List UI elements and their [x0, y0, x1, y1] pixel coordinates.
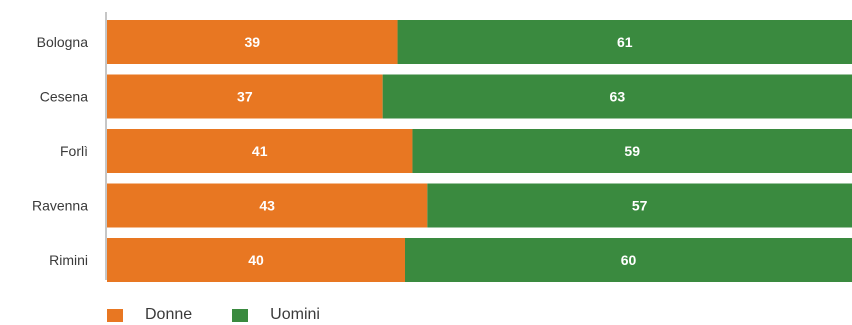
data-label-donne-forli: 41: [252, 143, 268, 159]
data-label-uomini-ravenna: 57: [632, 198, 648, 214]
legend-label-donne: Donne: [145, 306, 193, 323]
category-labels: Bologna Cesena Forlì Ravenna Rimini: [32, 34, 88, 268]
data-label-donne-rimini: 40: [248, 252, 264, 268]
legend: Donne Uomini: [107, 306, 360, 324]
legend-swatch-donne: [107, 308, 123, 322]
category-label-cesena: Cesena: [40, 89, 88, 105]
data-label-donne-bologna: 39: [244, 34, 260, 50]
chart: 39 61 37 63 41 59 43 57 40 60 Bologna Cesena Forlì R…: [32, 12, 852, 282]
category-label-bologna: Bologna: [37, 34, 89, 50]
bar-uomini-bologna: [397, 20, 852, 64]
data-label-uomini-rimini: 60: [621, 252, 637, 268]
bar-donne-ravenna: [107, 183, 428, 228]
category-label-forli: Forlì: [60, 143, 88, 159]
bar-uomini-forli: [412, 129, 852, 173]
bar-donne-forli: [107, 129, 413, 173]
bars-group: 39 61 37 63 41 59 43 57 40 60: [107, 20, 852, 282]
bar-donne-bologna: [107, 20, 398, 64]
bar-uomini-ravenna: [427, 183, 852, 228]
category-label-ravenna: Ravenna: [32, 198, 88, 214]
data-label-uomini-cesena: 63: [610, 89, 626, 105]
bar-uomini-cesena: [382, 74, 852, 119]
legend-label-uomini: Uomini: [270, 306, 320, 323]
bar-uomini-rimini: [405, 238, 852, 282]
legend-item-donne: Donne: [107, 306, 192, 324]
data-label-donne-ravenna: 43: [259, 198, 275, 214]
data-label-uomini-forli: 59: [624, 143, 640, 159]
bar-donne-cesena: [107, 74, 383, 119]
category-label-rimini: Rimini: [49, 252, 88, 268]
bar-donne-rimini: [107, 238, 405, 282]
legend-swatch-uomini: [232, 308, 249, 322]
data-label-donne-cesena: 37: [237, 89, 253, 105]
legend-item-uomini: Uomini: [232, 306, 320, 324]
data-label-uomini-bologna: 61: [617, 34, 633, 50]
